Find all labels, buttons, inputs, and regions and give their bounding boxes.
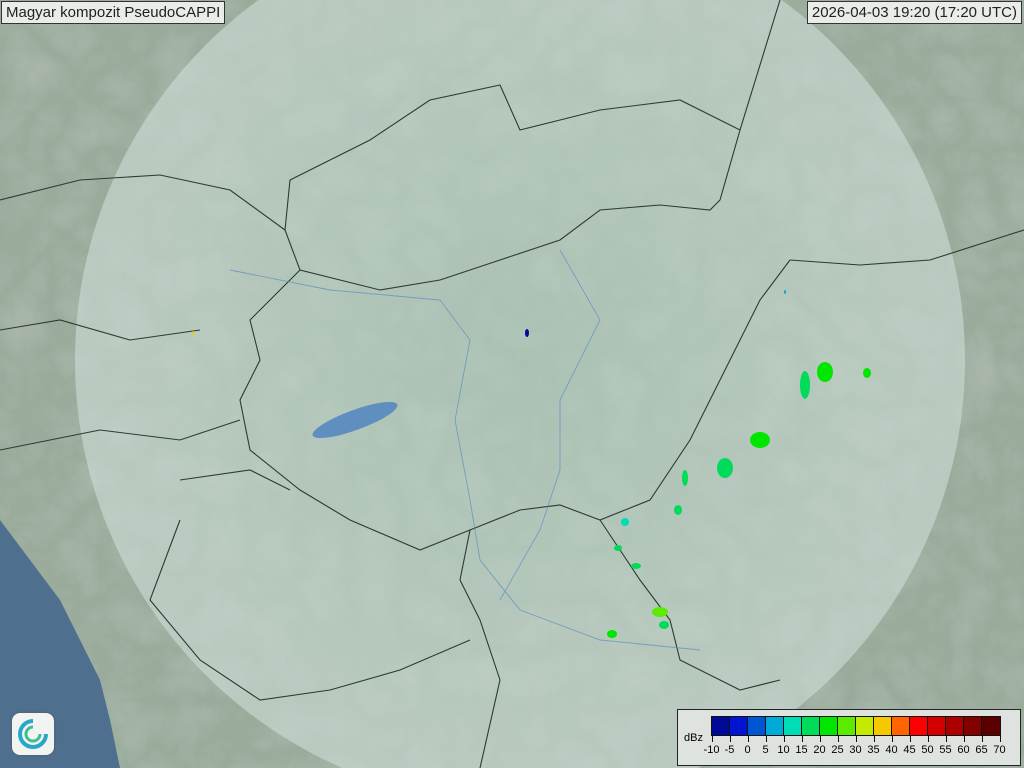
legend-tick-label: 50 (921, 744, 934, 756)
legend-tick-mark (837, 736, 839, 742)
met-service-logo (12, 713, 54, 755)
legend-swatch (802, 717, 820, 735)
legend-tick-mark (819, 736, 821, 742)
legend-tick-label: 35 (867, 744, 880, 756)
radar-echo (659, 621, 669, 629)
legend-tick-label: 30 (849, 744, 862, 756)
rivers (229, 249, 701, 651)
legend-tick-mark (855, 736, 857, 742)
legend-swatch (856, 717, 874, 735)
radar-echo (863, 368, 871, 378)
legend-tick-mark (729, 736, 731, 742)
legend-tick-label: -10 (703, 744, 720, 756)
scale-ticks: -10 -5 0 5 10 15 20 25 30 35 40 45 50 55 60 65 70 (704, 736, 1017, 760)
legend-swatch (730, 717, 748, 735)
legend-tick-label: 10 (777, 744, 790, 756)
legend-tick-label: -5 (724, 744, 735, 756)
legend-tick-mark (765, 736, 767, 742)
legend-tick-mark (945, 736, 947, 742)
legend-tick-mark (783, 736, 785, 742)
legend-tick-label: 20 (813, 744, 826, 756)
radar-echo (717, 458, 733, 478)
legend-tick-mark (891, 736, 893, 742)
legend-tick-mark (909, 736, 911, 742)
legend-swatch (766, 717, 784, 735)
legend-tick-mark (963, 736, 965, 742)
legend-swatch (928, 717, 946, 735)
legend-swatch (910, 717, 928, 735)
swirl-icon (18, 719, 48, 749)
legend-tick-label: 45 (903, 744, 916, 756)
legend-swatch (892, 717, 910, 735)
radar-echo (682, 470, 688, 486)
lake-balaton (312, 401, 398, 439)
radar-echo (525, 329, 529, 337)
legend-tick-mark (711, 736, 713, 742)
legend-tick-label: 65 (975, 744, 988, 756)
legend-unit: dBz (684, 732, 703, 744)
timestamp: 2026-04-03 19:20 (17:20 UTC) (806, 1, 1022, 24)
legend-swatch (820, 717, 838, 735)
radar-echo (621, 518, 629, 526)
radar-echo (192, 331, 194, 335)
radar-echoes (192, 290, 871, 638)
radar-coverage-area (75, 0, 965, 768)
legend-tick-label: 70 (993, 744, 1006, 756)
legend-tick-mark (873, 736, 875, 742)
legend-tick-label: 5 (762, 744, 769, 756)
legend-tick-label: 55 (939, 744, 952, 756)
legend-swatch (982, 717, 1000, 735)
product-title: Magyar kompozit PseudoCAPPI (1, 1, 226, 24)
legend-swatch (748, 717, 766, 735)
legend-swatch (784, 717, 802, 735)
legend-tick-mark (747, 736, 749, 742)
legend-tick-mark (999, 736, 1001, 742)
legend-tick-mark (927, 736, 929, 742)
adriatic-sea (0, 520, 120, 768)
legend-swatch (874, 717, 892, 735)
legend-tick-label: 25 (831, 744, 844, 756)
radar-echo (607, 630, 617, 638)
legend-tick-mark (801, 736, 803, 742)
legend-tick-label: 0 (744, 744, 751, 756)
legend-tick-label: 15 (795, 744, 808, 756)
legend-swatch (838, 717, 856, 735)
radar-echo (784, 290, 786, 294)
legend-tick-label: 60 (957, 744, 970, 756)
radar-echo (614, 545, 622, 551)
legend-swatch (946, 717, 964, 735)
radar-echo (674, 505, 682, 515)
legend-swatch (964, 717, 982, 735)
radar-echo (800, 371, 810, 399)
legend-tick-mark (981, 736, 983, 742)
legend-swatch (712, 717, 730, 735)
radar-echo (750, 432, 770, 448)
radar-echo (652, 607, 668, 617)
dbz-color-legend: dBz -10 -5 0 5 10 15 20 25 30 35 40 45 50 55 60 65 70 (677, 709, 1021, 766)
color-scale-bar (711, 716, 1001, 736)
radar-echo (817, 362, 833, 382)
radar-echo (631, 563, 641, 569)
legend-tick-label: 40 (885, 744, 898, 756)
